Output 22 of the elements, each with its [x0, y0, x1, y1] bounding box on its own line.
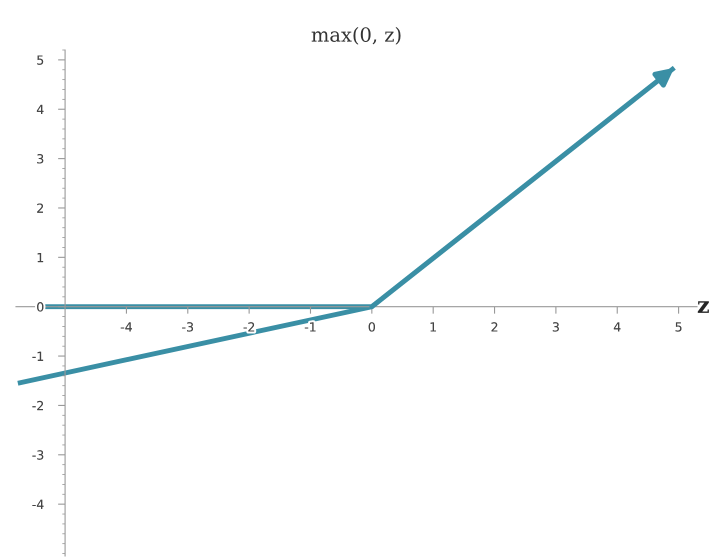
y-tick-label: 4: [36, 104, 44, 114]
y-tick-label: 2: [37, 203, 43, 213]
y-tick-label: 3: [37, 154, 44, 164]
x-tick-label: -4: [120, 322, 132, 332]
y-tick-label: -1: [32, 352, 44, 361]
x-tick-label: 3: [552, 322, 559, 332]
x-tick-label: 2: [491, 322, 498, 332]
chart-title: max(0, z): [312, 26, 401, 45]
x-tick-label: 1: [430, 322, 436, 332]
y-tick-label: -4: [32, 500, 44, 509]
x-tick-label: 4: [614, 322, 621, 332]
y-tick-label: 5: [37, 56, 44, 65]
y-tick-label: -2: [32, 400, 43, 410]
x-tick-label: 0: [368, 322, 375, 332]
x-tick-label: -3: [182, 322, 194, 332]
x-tick-label: -2: [244, 322, 254, 332]
x-tick-label: -1: [304, 322, 316, 332]
y-tick-label: -3: [32, 450, 44, 460]
y-tick-label: 1: [38, 252, 44, 262]
x-tick-label: 5: [676, 322, 682, 332]
y-tick-label: 0: [37, 302, 44, 312]
x-axis-title: z: [698, 301, 709, 313]
